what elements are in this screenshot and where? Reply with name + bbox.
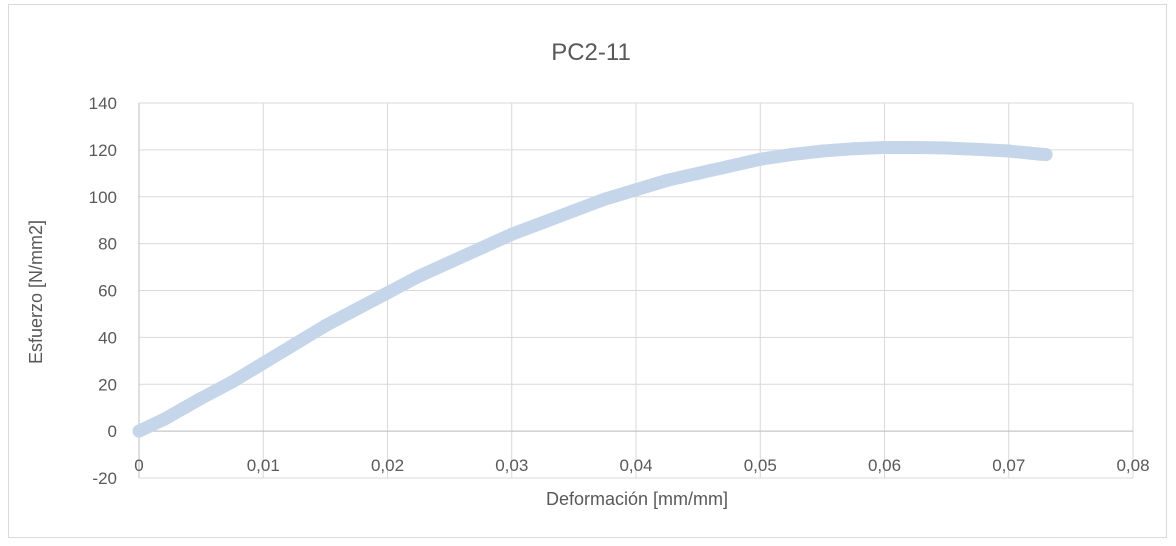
y-tick-label: -20 [92, 469, 117, 488]
data-point [157, 412, 171, 426]
x-tick-label: 0,03 [495, 456, 528, 475]
y-tick-label: 120 [89, 141, 117, 160]
data-point [349, 302, 363, 316]
data-point [256, 356, 270, 370]
data-point [846, 142, 860, 156]
x-tick-label: 0,04 [619, 456, 652, 475]
y-tick-label: 140 [89, 94, 117, 113]
chart-frame [8, 4, 1167, 538]
data-point [474, 241, 488, 255]
series-line [132, 141, 1053, 438]
x-tick-label: 0,01 [247, 456, 280, 475]
y-tick-label: 0 [108, 422, 117, 441]
x-tick-label: 0,08 [1116, 456, 1149, 475]
data-point [878, 141, 891, 155]
data-point [815, 144, 829, 158]
data-point [691, 166, 705, 180]
x-tick-label: 0,06 [868, 456, 901, 475]
data-point [1039, 148, 1053, 162]
chart-title: PC2-11 [551, 39, 631, 66]
data-point [971, 142, 985, 156]
data-point [412, 269, 426, 283]
data-point [1002, 144, 1016, 158]
data-point [381, 286, 394, 300]
data-point [225, 375, 239, 389]
y-tick-label: 60 [98, 282, 117, 301]
data-point [660, 173, 674, 187]
data-point [443, 255, 457, 269]
x-axis-title: Deformación [mm/mm] [546, 489, 728, 509]
y-tick-label: 100 [89, 188, 117, 207]
y-tick-label: 80 [98, 235, 117, 254]
data-point [940, 141, 954, 155]
data-point [784, 148, 798, 162]
data-point [505, 227, 519, 241]
y-tick-labels: -20 0 20 40 60 80 100 120 140 [89, 94, 117, 488]
data-point [287, 337, 301, 351]
data-point [909, 141, 923, 155]
data-point [536, 216, 550, 230]
data-point [567, 204, 581, 218]
data-point [629, 183, 643, 197]
x-tick-label: 0,02 [371, 456, 404, 475]
y-tick-label: 20 [98, 375, 117, 394]
series-line-path [132, 141, 1053, 438]
data-point [753, 152, 767, 166]
gridlines [138, 102, 1134, 479]
data-point [722, 159, 736, 173]
x-tick-label: 0 [134, 456, 143, 475]
x-tick-label: 0,07 [992, 456, 1025, 475]
x-tick-label: 0,05 [744, 456, 777, 475]
y-axis-title: Esfuerzo [N/mm2] [26, 220, 46, 364]
data-point [318, 319, 332, 333]
x-tick-labels: 0 0,01 0,02 0,03 0,04 0,05 0,06 0,07 0,08 [134, 456, 1149, 475]
data-point [132, 424, 146, 438]
data-point [194, 391, 208, 405]
y-tick-label: 40 [98, 328, 117, 347]
data-point [598, 192, 612, 206]
